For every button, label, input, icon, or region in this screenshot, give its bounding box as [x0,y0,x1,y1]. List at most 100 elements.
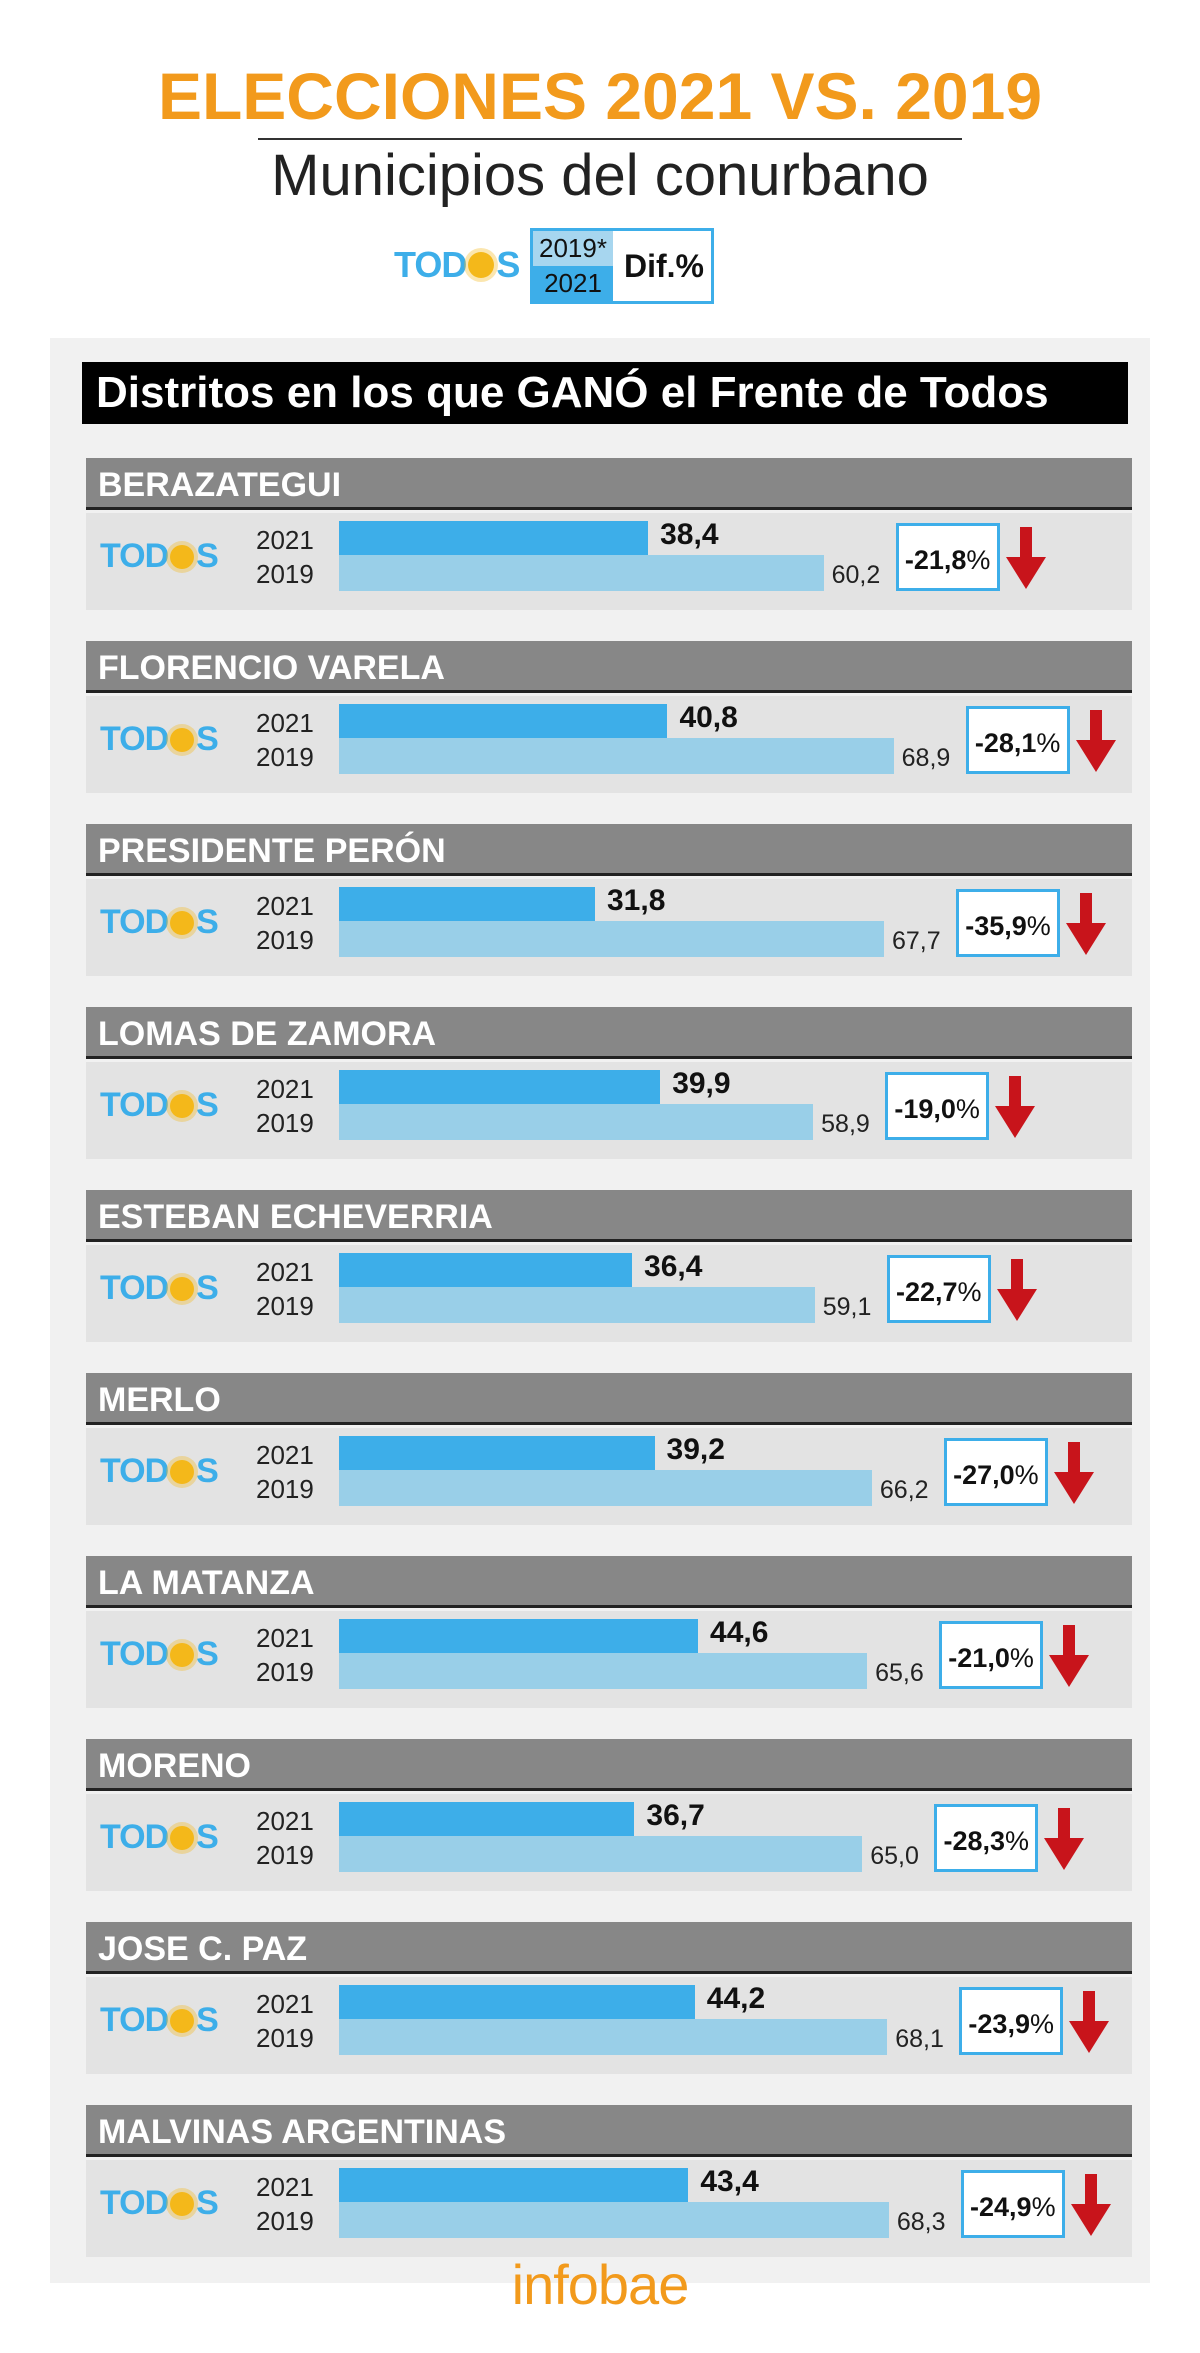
diff-box: -21,0% [939,1621,1044,1689]
district-name: PRESIDENTE PERÓN [86,824,1132,876]
sun-icon [170,544,195,569]
value-2021-label: 36,7 [646,1799,705,1832]
down-arrow-icon [1065,893,1106,955]
diff-box: -23,9% [959,1987,1064,2055]
bar-2021 [339,1253,633,1287]
sun-icon [170,910,195,935]
district-row: MORENO TOD S 2021 2019 36,7 65,0 -28,3% [86,1739,1132,1891]
year-label-2021: 2021 [256,1440,314,1470]
sun-icon [170,1093,195,1118]
legend-year-2021: 2021 [533,266,613,301]
district-name: ESTEBAN ECHEVERRIA [86,1190,1132,1242]
diff-value: -28,3 [943,1826,1006,1856]
value-2021-label: 40,8 [679,701,738,734]
diff-box: -28,1% [965,706,1070,774]
down-arrow-icon [995,1076,1036,1138]
bar-2021 [339,1070,661,1104]
diff-value: -35,9 [965,911,1027,941]
district-body: TOD S 2021 2019 39,9 58,9 -19,0% [86,1062,1132,1159]
sun-icon [170,2008,195,2033]
down-arrow-icon [1070,2174,1111,2236]
diff-value: -22,7 [895,1277,958,1307]
value-2019-label: 68,3 [896,2208,946,2236]
value-2019-label: 60,2 [831,561,881,589]
year-label-2019: 2019 [256,925,314,955]
bar-2019 [339,1287,815,1323]
district-body: TOD S 2021 2019 36,4 59,1 -22,7% [86,1245,1132,1342]
value-2019-label: 65,6 [875,1659,924,1687]
diff-percent-sign: % [1014,1460,1039,1490]
year-label-2021: 2021 [256,525,314,555]
district-row: BERAZATEGUI TOD S 2021 2019 38,4 60,2 -21,8% [86,458,1132,610]
district-name: BERAZATEGUI [86,458,1132,510]
bar-2021 [339,1436,655,1470]
year-label-2019: 2019 [256,1840,314,1870]
district-body: TOD S 2021 2019 44,2 68,1 -23,9% [86,1977,1132,2074]
bar-2019 [339,1470,872,1506]
value-2021-label: 31,8 [606,884,666,917]
district-name: MALVINAS ARGENTINAS [86,2105,1132,2157]
bar-2021 [339,1985,695,2019]
year-label-2019: 2019 [256,742,314,772]
bar-2019 [339,1836,863,1872]
diff-percent-sign: % [1005,1826,1030,1856]
todos-logo: TOD S [100,1452,219,1490]
district-body: TOD S 2021 2019 43,4 68,3 -24,9% [86,2160,1132,2257]
sun-icon [468,252,495,278]
diff-box: -35,9% [955,889,1060,957]
diff-percent-sign: % [1031,2192,1056,2222]
year-label-2021: 2021 [256,2172,314,2202]
district-row: FLORENCIO VARELA TOD S 2021 2019 40,8 68,9 -28,… [86,641,1132,793]
diff-value: -27,0 [953,1460,1015,1490]
page-subtitle: Municipios del conurbano [271,143,929,208]
diff-value: -21,8 [904,545,967,575]
diff-value: -28,1 [974,728,1037,758]
down-arrow-icon [1044,1808,1085,1870]
value-2019-label: 68,9 [901,744,951,772]
year-label-2021: 2021 [256,891,314,921]
bar-2021 [339,1802,635,1836]
year-label-2019: 2019 [256,1657,314,1687]
bar-2019 [339,921,884,957]
district-body: TOD S 2021 2019 39,2 66,2 -27,0% [86,1428,1132,1525]
diff-value: -24,9 [970,2192,1032,2222]
diff-percent-sign: % [1026,911,1051,941]
value-2019-label: 66,2 [879,1476,929,1504]
district-row: LOMAS DE ZAMORA TOD S 2021 2019 39,9 58,9 -19,0… [86,1007,1132,1159]
year-label-2021: 2021 [256,708,314,738]
down-arrow-icon [1049,1625,1090,1687]
sun-icon [170,1642,195,1667]
year-label-2019: 2019 [256,1108,314,1138]
year-label-2021: 2021 [256,1989,314,2019]
year-label-2019: 2019 [256,1291,314,1321]
todos-logo: TOD S [100,720,219,758]
diff-box: -24,9% [960,2170,1065,2238]
diff-percent-sign: % [1036,728,1061,758]
district-body: TOD S 2021 2019 40,8 68,9 -28,1% [86,696,1132,793]
value-2021-label: 44,2 [706,1982,766,2015]
diff-percent-sign: % [957,1277,982,1307]
todos-logo: TOD S [100,1269,219,1307]
value-2021-label: 38,4 [660,518,719,551]
year-label-2019: 2019 [256,559,314,589]
district-row: MERLO TOD S 2021 2019 39,2 66,2 -27,0% [86,1373,1132,1525]
year-label-2019: 2019 [256,1474,314,1504]
todos-logo: TOD S [100,1635,219,1673]
district-row: MALVINAS ARGENTINAS TOD S 2021 2019 43,4 68,3-… [86,2105,1132,2257]
district-body: TOD S 2021 2019 36,7 65,0 -28,3% [86,1794,1132,1891]
diff-percent-sign: % [1029,2009,1054,2039]
district-row: JOSE C. PAZ TOD S 2021 2019 44,2 68,1 -23,9% [86,1922,1132,2074]
district-body: TOD S 2021 2019 31,8 67,7 -35,9% [86,879,1132,976]
value-2019-label: 58,9 [821,1110,870,1138]
value-2021-label: 39,9 [672,1067,731,1100]
section-title: Distritos en los que GANÓ el Frente de T… [82,362,1128,424]
sun-icon [170,1276,195,1301]
todos-logo: TOD S [100,903,219,941]
down-arrow-icon [1069,1991,1110,2053]
diff-value: -19,0 [894,1094,956,1124]
district-name: MORENO [86,1739,1132,1791]
district-name: LA MATANZA [86,1556,1132,1608]
bar-2019 [339,555,824,591]
value-2019-label: 67,7 [891,927,941,955]
diff-box: -27,0% [943,1438,1048,1506]
